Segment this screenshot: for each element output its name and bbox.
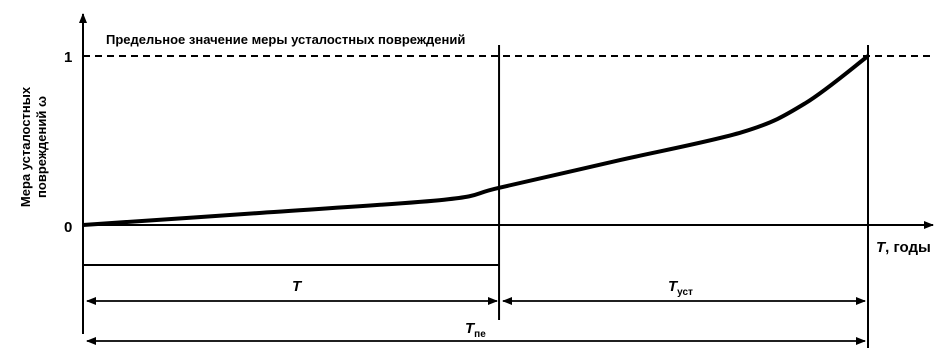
span-t-ost-label: Tуст	[668, 278, 693, 298]
x-axis-label-suffix: , годы	[885, 239, 931, 256]
y-tick-0: 0	[64, 219, 72, 236]
span-t-pe-main: T	[465, 320, 476, 337]
y-axis-label-line2: повреждений ω	[34, 96, 49, 198]
span-t-pe-label: Tпе	[465, 320, 486, 340]
damage-curve	[82, 54, 870, 227]
y-tick-1: 1	[64, 49, 72, 66]
y-axis-label-line1: Мера усталостных	[18, 86, 33, 207]
span-t-label: T	[292, 278, 303, 295]
span-t-ost-main: T	[668, 278, 679, 295]
x-axis-label: T, годы	[876, 239, 931, 256]
span-t-ost-sub: уст	[677, 287, 693, 298]
span-t-pe-sub: пе	[474, 329, 486, 340]
limit-label: Предельное значение меры усталостных пов…	[106, 32, 465, 47]
x-axis-label-main: T	[876, 239, 887, 256]
